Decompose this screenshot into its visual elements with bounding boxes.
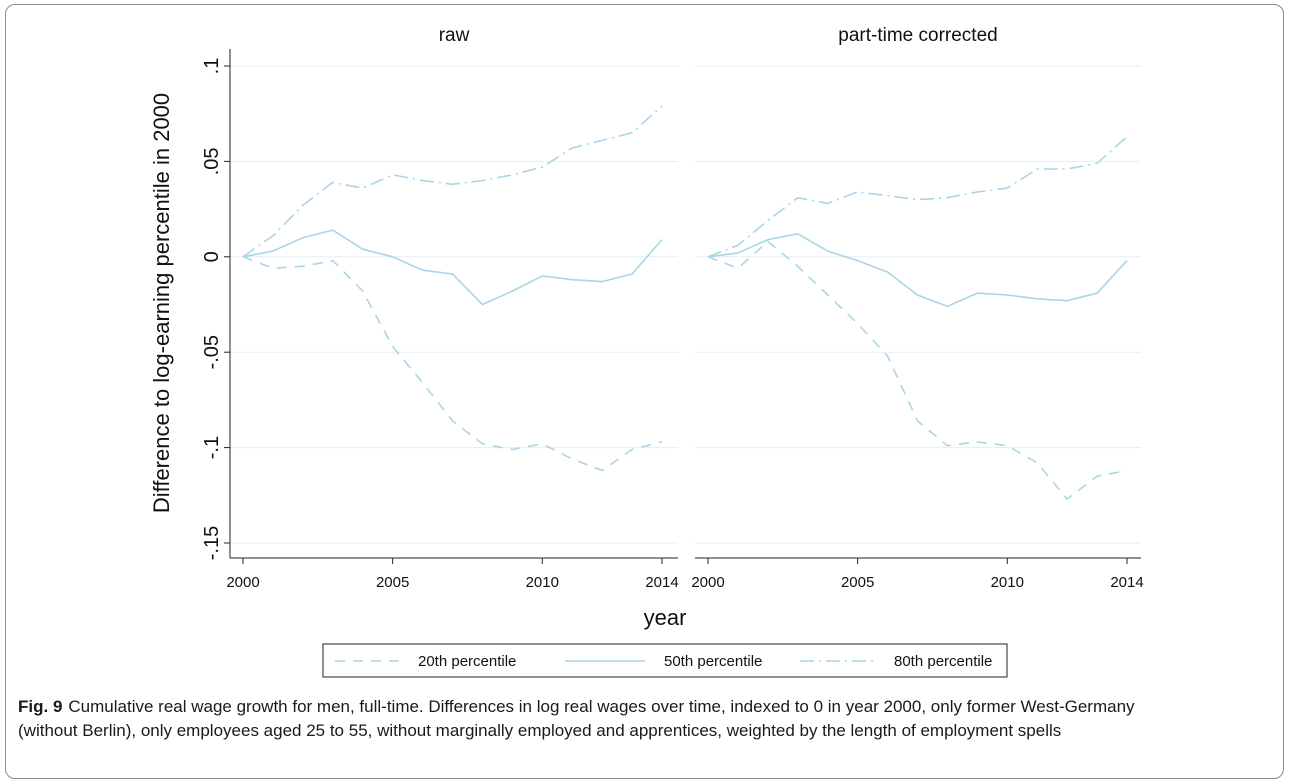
series-line-20th-percentile xyxy=(707,240,1128,501)
legend-label: 50th percentile xyxy=(664,653,762,670)
y-axis-label: Difference to log-earning percentile in … xyxy=(149,93,174,513)
y-tick-label: .05 xyxy=(201,147,223,175)
y-tick-label: .1 xyxy=(201,58,223,75)
x-tick-label: 2014 xyxy=(1110,574,1143,591)
caption-label: Fig. 9 xyxy=(18,697,63,716)
panel-raw: raw 2000 2005 2010 2014 .1 .05 0 -.05 -.1 -.15 xyxy=(201,25,679,591)
chart-svg: raw 2000 2005 2010 2014 .1 .05 0 -.05 -.1 -.15 par… xyxy=(149,25,1144,678)
x-tick-label: 2005 xyxy=(376,574,409,591)
legend-label: 80th percentile xyxy=(894,653,992,670)
caption-text: Cumulative real wage growth for men, ful… xyxy=(18,697,1135,740)
x-tick-label: 2000 xyxy=(226,574,259,591)
y-tick-label: -.05 xyxy=(201,335,223,369)
legend: 20th percentile 50th percentile 80th perce… xyxy=(322,643,1008,678)
series-line-80th-percentile xyxy=(242,105,663,258)
y-tick-label: -.1 xyxy=(201,436,223,459)
panel-title: part-time corrected xyxy=(838,25,997,46)
x-tick-label: 2014 xyxy=(645,574,678,591)
x-tick-label: 2010 xyxy=(991,574,1024,591)
series-line-20th-percentile xyxy=(242,256,663,472)
y-tick-label: -.15 xyxy=(201,526,223,560)
panel-title: raw xyxy=(439,25,470,46)
series-line-50th-percentile xyxy=(242,229,663,306)
y-tick-label: 0 xyxy=(201,251,223,262)
axis-labels: Difference to log-earning percentile in … xyxy=(149,93,686,630)
legend-box xyxy=(322,643,1008,678)
x-tick-label: 2000 xyxy=(691,574,724,591)
x-tick-label: 2010 xyxy=(526,574,559,591)
panel-part-time-corrected: part-time corrected 2000 2005 2010 2014 xyxy=(691,25,1143,591)
x-tick-label: 2005 xyxy=(841,574,874,591)
figure-caption: Fig. 9 Cumulative real wage growth for me… xyxy=(18,695,1198,743)
x-axis-label: year xyxy=(644,605,687,630)
legend-label: 20th percentile xyxy=(418,653,516,670)
series-line-80th-percentile xyxy=(707,136,1128,258)
series-line-50th-percentile xyxy=(707,233,1128,308)
